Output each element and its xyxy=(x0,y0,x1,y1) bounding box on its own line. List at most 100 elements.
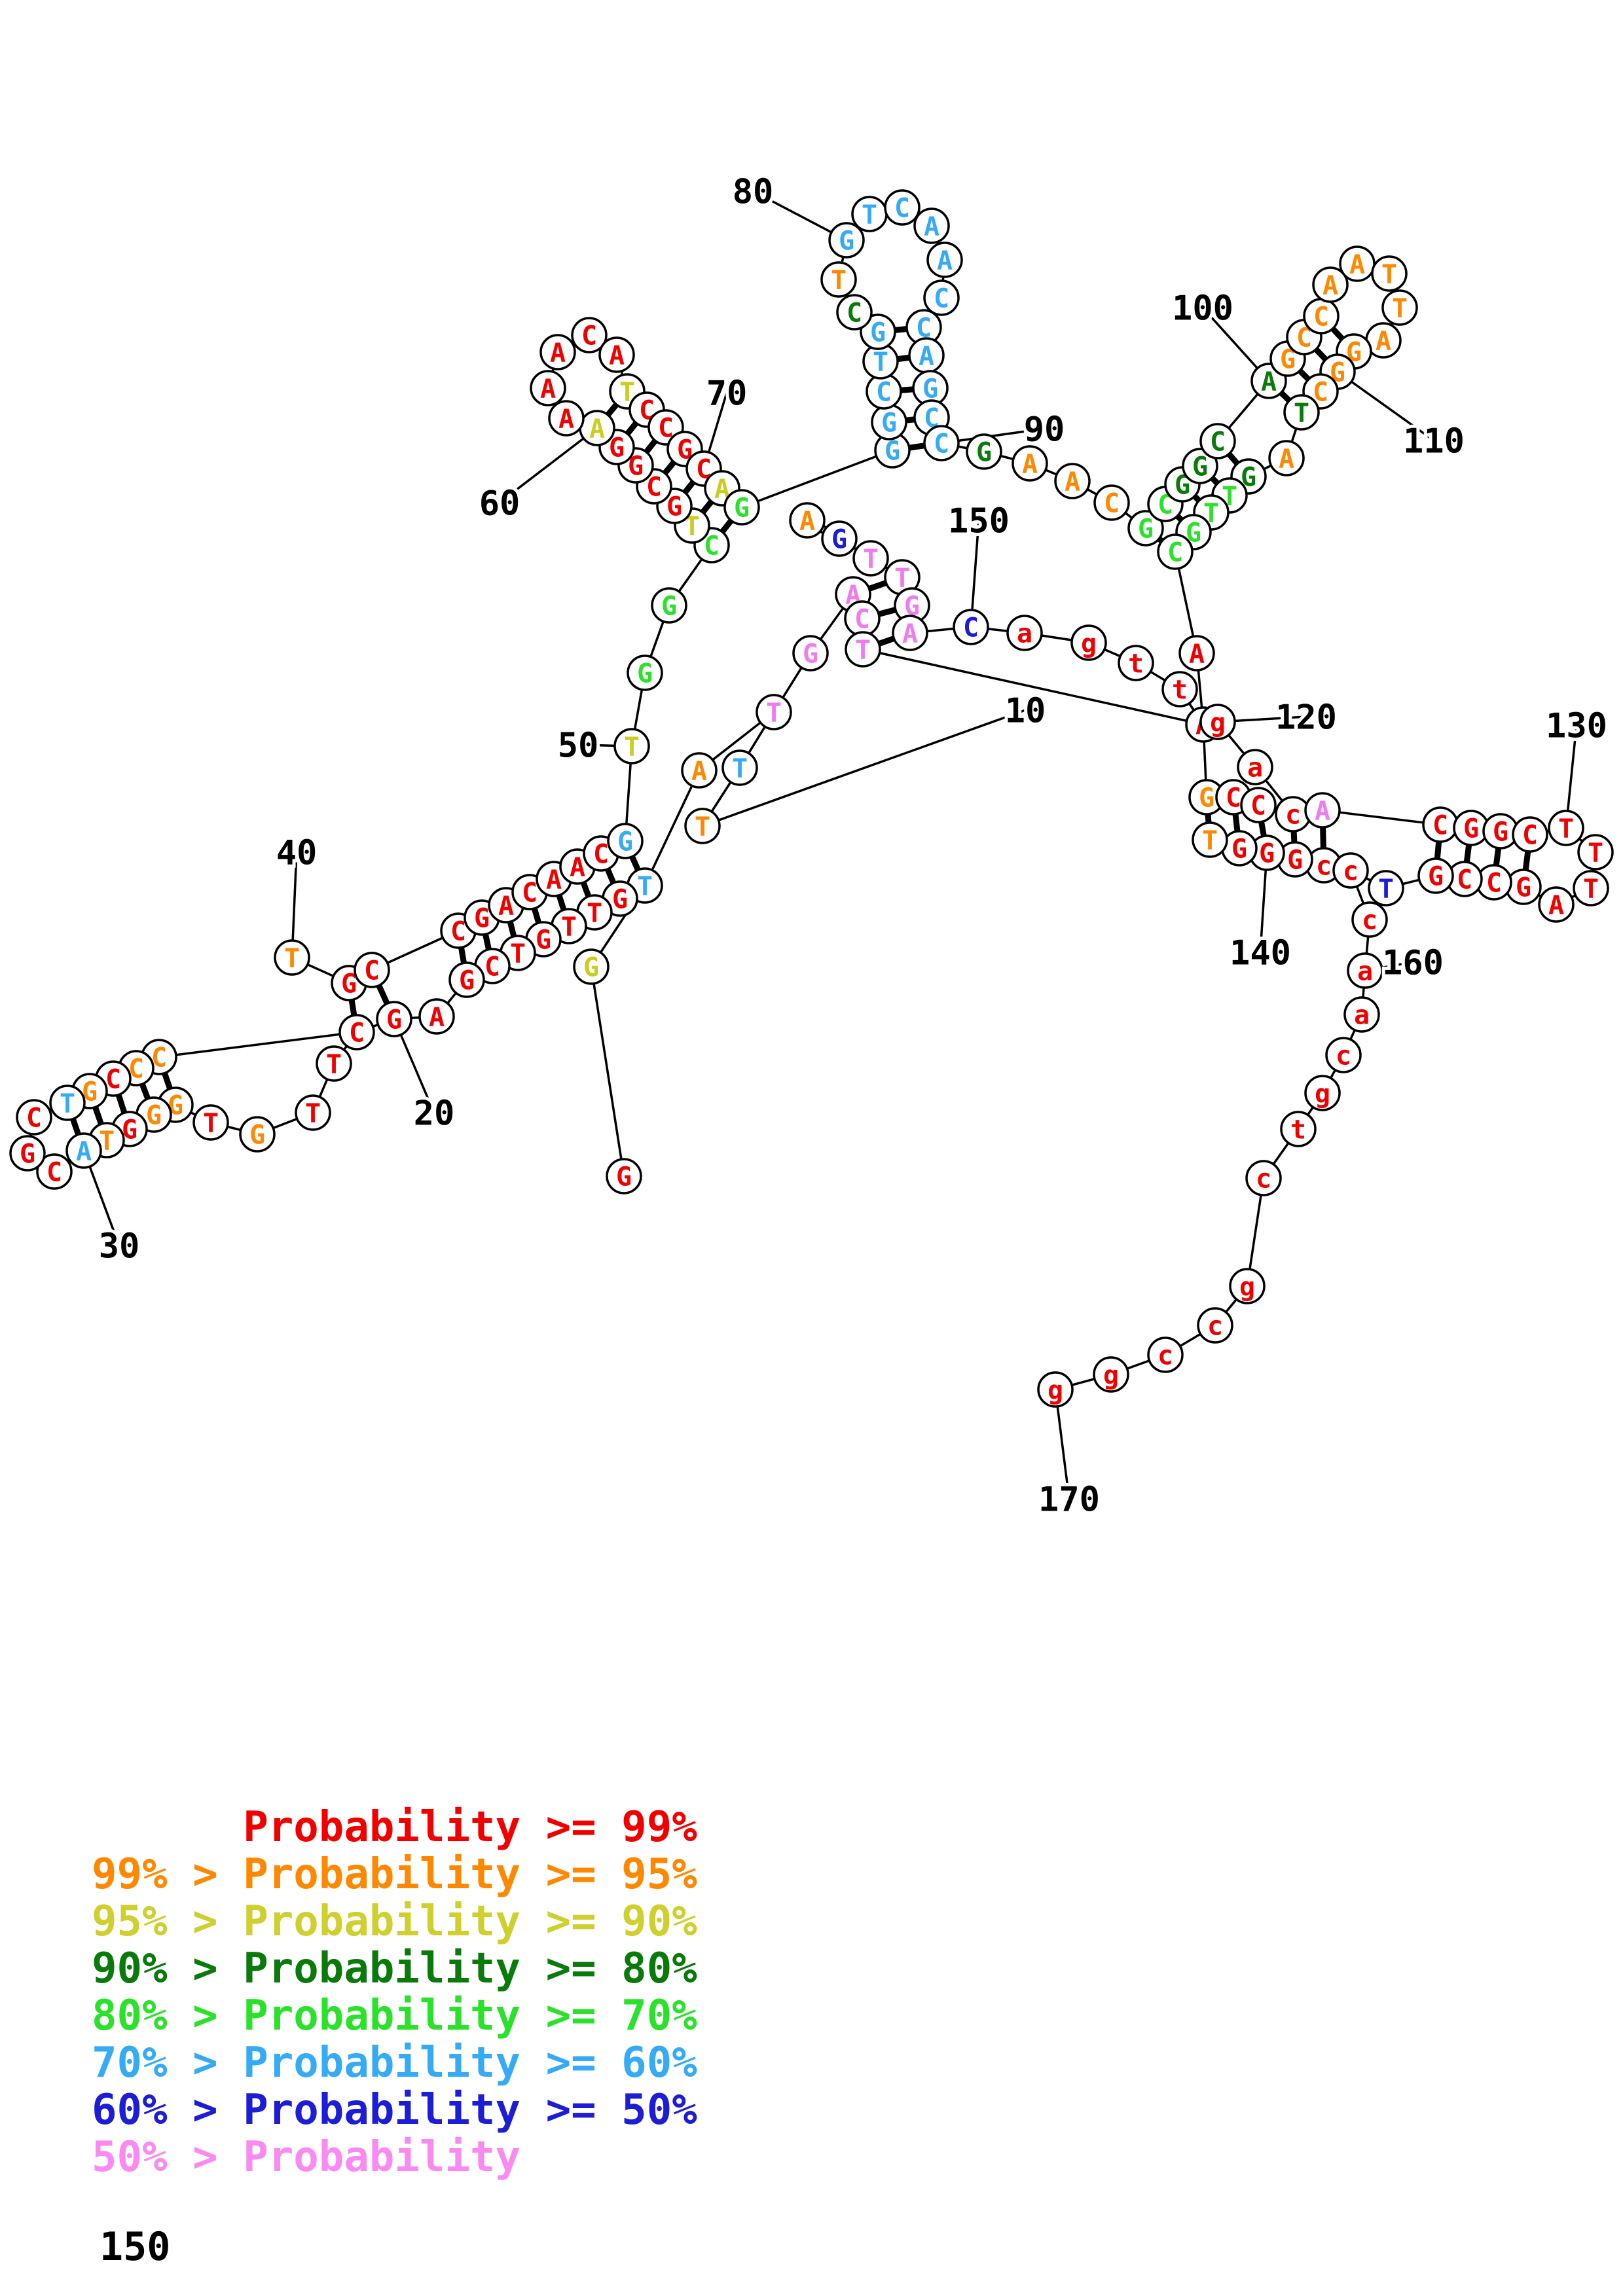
nucleotide-letter: C xyxy=(484,952,500,982)
nucleotide-letter: A xyxy=(937,245,953,276)
nucleotide-letter: G xyxy=(1516,872,1531,903)
position-label-line xyxy=(498,427,598,504)
nucleotide: G xyxy=(448,961,485,998)
position-label-line xyxy=(702,709,1026,827)
nucleotide-letter: G xyxy=(666,492,682,522)
nucleotide-letter: T xyxy=(1588,838,1603,868)
nucleotide-circle xyxy=(860,314,896,350)
nucleotide: G xyxy=(871,404,907,440)
nucleotide: C xyxy=(36,1153,73,1190)
nucleotide-letter: A xyxy=(1548,890,1564,920)
nucleotide: g xyxy=(1070,624,1107,661)
nucleotide-circle xyxy=(884,189,921,226)
position-label: 90 xyxy=(1024,410,1065,450)
nucleotide: C xyxy=(1512,816,1548,853)
nucleotide: C xyxy=(923,279,960,316)
position-label-line xyxy=(1336,370,1435,442)
nucleotide-circle xyxy=(966,433,1002,470)
nucleotide-circle xyxy=(1283,394,1320,431)
nucleotide-letter: c xyxy=(1158,1340,1173,1371)
nucleotide: c xyxy=(1325,1037,1362,1073)
nucleotide-letter: G xyxy=(1428,861,1444,891)
nucleotide-letter: a xyxy=(1017,619,1032,649)
nucleotide: G xyxy=(874,432,911,469)
nucleotide: G xyxy=(1188,779,1225,816)
nucleotide: A xyxy=(926,242,963,278)
nucleotide: A xyxy=(548,400,585,437)
nucleotide-letter: G xyxy=(1493,817,1508,847)
position-label: 130 xyxy=(1546,707,1607,746)
nucleotide-letter: G xyxy=(459,965,475,996)
nucleotide-letter: T xyxy=(1392,293,1408,323)
nucleotide-circle xyxy=(1012,445,1048,482)
nucleotide-circle xyxy=(1240,787,1277,823)
nucleotide: G xyxy=(1249,834,1285,871)
nucleotide-letter: A xyxy=(589,414,605,444)
nucleotide: c xyxy=(1351,901,1388,938)
nucleotide-circle xyxy=(1178,635,1215,672)
nucleotide: G xyxy=(1182,448,1218,484)
nucleotide: c xyxy=(1245,1160,1282,1196)
nucleotide-circle xyxy=(1304,1075,1341,1111)
nucleotide: G xyxy=(821,520,858,557)
nucleotide-letter: G xyxy=(881,408,897,438)
nucleotide-letter: a xyxy=(1357,956,1373,986)
nucleotide-letter: G xyxy=(536,925,551,955)
position-label: 20 xyxy=(414,1094,455,1134)
nucleotide: T xyxy=(1577,834,1614,870)
nucleotide-letter: A xyxy=(1261,367,1277,397)
nucleotide-circle xyxy=(681,752,718,789)
nucleotide-letter: C xyxy=(934,429,949,459)
nucleotide: C xyxy=(1303,298,1340,334)
legend-row: 95% > Probability >= 90% xyxy=(92,1897,697,1946)
nucleotide-letter: T xyxy=(203,1108,219,1138)
nucleotide: G xyxy=(9,1135,46,1172)
nucleotide-letter: G xyxy=(884,436,900,466)
nucleotide-letter: G xyxy=(612,884,628,914)
nucleotide-letter: C xyxy=(1250,791,1266,821)
nucleotide-circle xyxy=(923,425,960,461)
nucleotide-letter: T xyxy=(637,871,653,901)
nucleotide: C xyxy=(923,425,960,461)
nucleotide-letter: C xyxy=(854,604,870,634)
nucleotide-letter: C xyxy=(105,1064,121,1094)
nucleotide-circle xyxy=(1006,615,1043,651)
nucleotide-letter: G xyxy=(474,903,490,933)
nucleotide: G xyxy=(1505,869,1542,905)
nucleotide-letter: g xyxy=(1081,628,1097,658)
nucleotide: C xyxy=(844,600,881,637)
nucleotide-circle xyxy=(606,1158,642,1194)
nucleotide-circle xyxy=(274,939,310,976)
nucleotide: G xyxy=(1127,510,1164,547)
position-label: 10 xyxy=(1005,692,1046,731)
nucleotide-letter: C xyxy=(847,298,862,328)
nucleotide-letter: G xyxy=(616,1162,632,1192)
nucleotide: C xyxy=(1199,423,1236,459)
nucleotide: A xyxy=(1268,440,1305,476)
nucleotide: a xyxy=(1006,615,1043,651)
nucleotide: C xyxy=(836,294,873,331)
nucleotide-circle xyxy=(723,489,760,526)
nucleotide: A xyxy=(530,370,566,406)
nucleotide-letter: T xyxy=(305,1098,321,1128)
nucleotide-letter: c xyxy=(1207,1311,1223,1341)
nucleotide-circle xyxy=(1054,463,1091,499)
nucleotide-letter: A xyxy=(691,756,707,786)
nucleotide-letter: G xyxy=(1199,783,1214,813)
nucleotide-letter: A xyxy=(1022,449,1038,479)
nucleotide-circle xyxy=(1199,423,1236,459)
nucleotide-circle xyxy=(607,823,644,859)
nucleotide: G xyxy=(723,489,760,526)
nucleotide-circle xyxy=(1417,857,1454,894)
backbone-link xyxy=(1246,1177,1265,1287)
nucleotide: g xyxy=(1229,1268,1266,1304)
nucleotide-letter: C xyxy=(876,377,892,407)
nucleotide-letter: A xyxy=(902,619,918,649)
nucleotide: G xyxy=(792,635,829,672)
nucleotide-circle xyxy=(789,502,826,539)
nucleotide: T xyxy=(613,728,650,764)
nucleotide-circle xyxy=(65,1132,102,1169)
position-label: 150 xyxy=(948,502,1010,541)
nucleotide-circle xyxy=(548,400,585,437)
